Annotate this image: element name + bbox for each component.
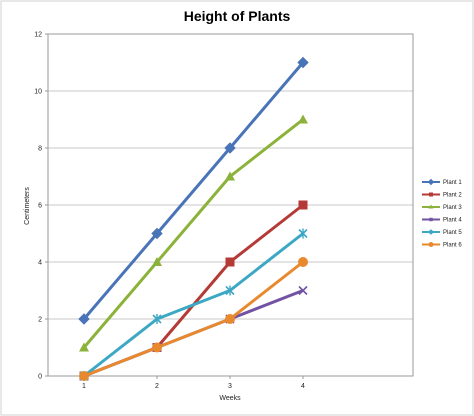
data-point: [78, 313, 90, 325]
chart-title: Height of Plants: [184, 8, 291, 24]
data-point: [298, 285, 308, 296]
y-tick-label: 4: [38, 260, 42, 267]
data-point: [298, 257, 308, 267]
y-tick-label: 0: [38, 374, 42, 381]
data-point: [225, 314, 235, 324]
data-point: [429, 192, 433, 197]
data-point: [225, 257, 235, 267]
data-point: [79, 342, 89, 352]
x-axis-ticks: 1 2 3 4: [82, 376, 305, 390]
series-plant-6: [79, 257, 308, 381]
legend-label: Plant 6: [443, 243, 462, 249]
legend-label: Plant 3: [443, 205, 462, 211]
x-axis-title: Weeks: [219, 395, 241, 402]
legend-label: Plant 1: [443, 180, 462, 186]
series-line: [83, 232, 304, 378]
data-point: [428, 242, 434, 247]
series-plant-3: [79, 114, 308, 352]
legend-item: Plant 2: [422, 192, 462, 199]
data-point: [297, 56, 309, 69]
data-point: [428, 217, 434, 222]
y-axis-title: Centimeters: [24, 187, 31, 225]
legend-label: Plant 2: [443, 193, 462, 199]
data-point: [152, 257, 162, 266]
data-point: [152, 314, 162, 324]
legend: Plant 1 Plant 2 Plant 3 Plant 4 Plant 5 Plant…: [422, 178, 462, 249]
data-point: [152, 342, 162, 353]
legend-label: Plant 5: [443, 230, 462, 236]
series-plant-1: [78, 56, 309, 325]
data-point: [428, 204, 434, 209]
legend-label: Plant 4: [443, 218, 462, 224]
data-point: [298, 228, 308, 239]
data-point: [298, 114, 308, 124]
data-point: [79, 371, 89, 381]
data-point: [225, 285, 235, 296]
data-point: [151, 227, 163, 240]
y-tick-label: 10: [34, 89, 42, 96]
series-lines: [78, 56, 309, 381]
y-tick-label: 12: [34, 32, 42, 39]
data-point: [224, 142, 236, 154]
x-tick-label: 3: [228, 383, 232, 390]
data-point: [427, 178, 435, 186]
data-point: [428, 229, 434, 235]
y-tick-label: 8: [38, 146, 42, 153]
series-line: [83, 260, 304, 378]
legend-item: Plant 3: [422, 204, 462, 211]
x-tick-label: 4: [301, 383, 305, 390]
y-axis-ticks: 0 2 4 6 8 10 12: [34, 32, 48, 381]
series-line: [82, 118, 304, 349]
y-tick-label: 6: [38, 203, 42, 210]
legend-item: Plant 4: [422, 217, 462, 224]
legend-item: Plant 1: [422, 178, 462, 186]
x-tick-label: 2: [155, 383, 159, 390]
data-point: [225, 171, 235, 181]
y-tick-label: 2: [38, 317, 42, 324]
data-point: [298, 200, 308, 210]
series-line: [82, 61, 305, 320]
x-tick-label: 1: [82, 383, 86, 390]
legend-item: Plant 5: [422, 229, 462, 236]
legend-item: Plant 6: [422, 242, 462, 249]
